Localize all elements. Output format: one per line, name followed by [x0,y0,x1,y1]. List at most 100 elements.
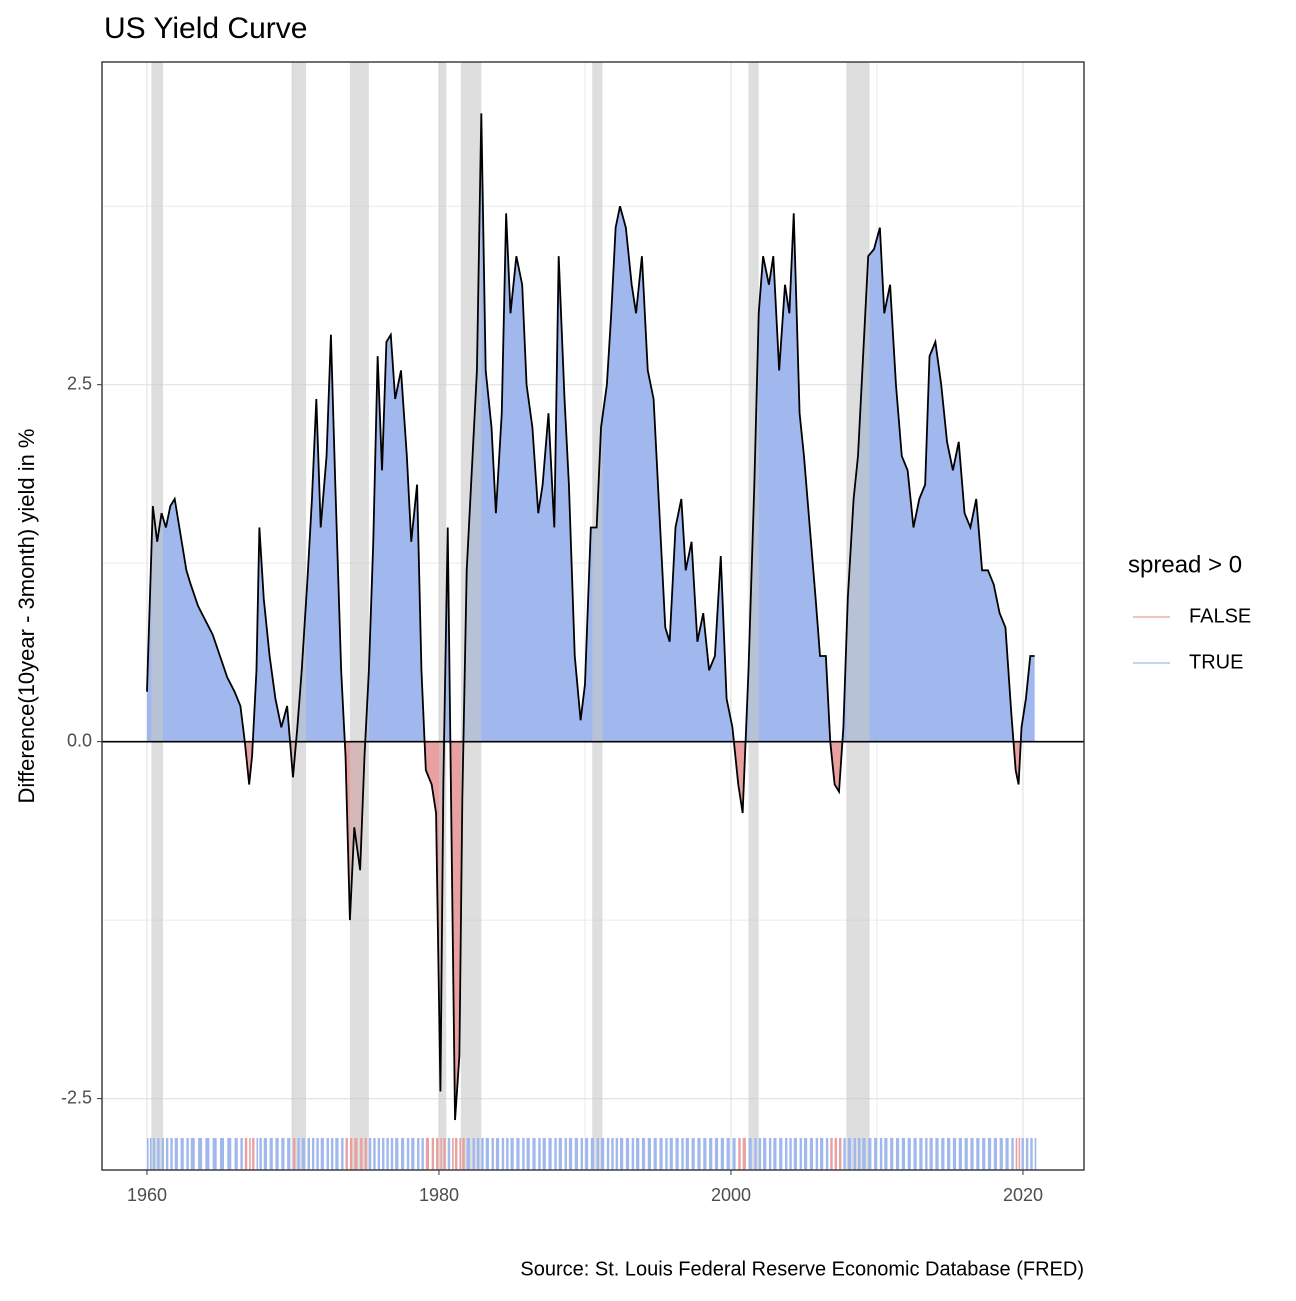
rug-tick [919,1138,923,1170]
rug-tick [874,1138,878,1170]
rug-tick [763,1138,767,1170]
rug-tick [364,1138,367,1170]
rug-tick [803,1138,808,1170]
rug-tick [641,1138,646,1170]
rug-tick [377,1138,381,1170]
rug-tick [970,1138,974,1170]
rug-tick [636,1138,640,1170]
rug-tick [665,1138,668,1170]
rug-tick [568,1138,573,1170]
rug-tick [152,1138,156,1170]
rug-tick [287,1138,291,1170]
rug-tick [307,1138,310,1170]
rug-tick [301,1138,305,1170]
rug-tick [925,1138,928,1170]
rug-tick [349,1138,353,1170]
rug-tick [256,1138,259,1170]
rug-tick [1025,1138,1029,1170]
rug-tick [165,1138,169,1170]
rug-tick [611,1138,614,1170]
rug-tick [495,1138,500,1170]
rug-tick [443,1138,446,1170]
rug-tick [726,1138,730,1170]
rug-tick [742,1138,746,1170]
rug-tick [373,1138,376,1170]
rug-tick [417,1138,420,1170]
x-tick-label: 2000 [711,1185,751,1205]
rug-tick [868,1138,872,1170]
rug-tick [738,1138,741,1170]
rug-tick [542,1138,546,1170]
recession-band [592,62,603,1170]
rug-tick [691,1138,695,1170]
rug-tick [895,1138,900,1170]
rug-tick [292,1138,296,1170]
rug-tick [601,1138,605,1170]
rug-tick [459,1138,462,1170]
rug-tick [354,1138,358,1170]
recession-band [748,62,759,1170]
rug-tick [779,1138,783,1170]
rug-tick [709,1138,713,1170]
rug-tick [907,1138,911,1170]
legend-title: spread > 0 [1128,551,1242,578]
rug-tick [440,1138,443,1170]
rug-tick [281,1138,285,1170]
rug-tick [1034,1138,1037,1170]
rug-tick [186,1138,189,1170]
rug-tick [862,1138,866,1170]
rug-tick [834,1138,838,1170]
rug-tick [1015,1138,1018,1170]
y-tick-label: -2.5 [61,1087,92,1107]
rug-tick [506,1138,509,1170]
rug-tick [205,1138,210,1170]
rug-tick [491,1138,494,1170]
rug-tick [669,1138,673,1170]
rug-tick [714,1138,719,1170]
rug-tick [748,1138,752,1170]
recession-band [151,62,164,1170]
legend-label: FALSE [1189,605,1251,627]
y-axis-label: Difference(10year - 3month) yield in % [14,429,39,804]
rug-tick [227,1138,232,1170]
spread-line [146,113,1035,1121]
rug-tick [789,1138,792,1170]
rug-tick [1018,1138,1021,1170]
rug-tick [843,1138,846,1170]
rug-tick [558,1138,562,1170]
rug-tick [758,1138,762,1170]
rug-tick [631,1138,635,1170]
rug-tick [170,1138,173,1170]
rug-tick [198,1138,203,1170]
rug-tick [466,1138,470,1170]
rug-tick [590,1138,595,1170]
rug-tick [532,1138,536,1170]
rug-tick [455,1138,458,1170]
y-tick-label: 2.5 [67,373,92,393]
rug-tick [259,1138,262,1170]
recession-band [291,62,307,1170]
rug-tick [311,1138,315,1170]
rug-tick [180,1138,184,1170]
recession-band [846,62,870,1170]
rug-tick [675,1138,679,1170]
rug-tick [212,1138,217,1170]
rug-tick [190,1138,195,1170]
rug-tick [345,1138,348,1170]
rug-tick [681,1138,684,1170]
rug-tick [987,1138,992,1170]
rug-tick [901,1138,906,1170]
rug-tick [386,1138,389,1170]
caption: Source: St. Louis Federal Reserve Econom… [520,1258,1084,1280]
rug-tick [584,1138,589,1170]
rug-tick [481,1138,484,1170]
rug-tick [993,1138,997,1170]
rug-tick [935,1138,939,1170]
rug-tick [564,1138,567,1170]
y-tick-label: 0.0 [67,730,92,750]
rug-tick [853,1138,857,1170]
rug-tick [462,1138,465,1170]
rug-tick [947,1138,951,1170]
